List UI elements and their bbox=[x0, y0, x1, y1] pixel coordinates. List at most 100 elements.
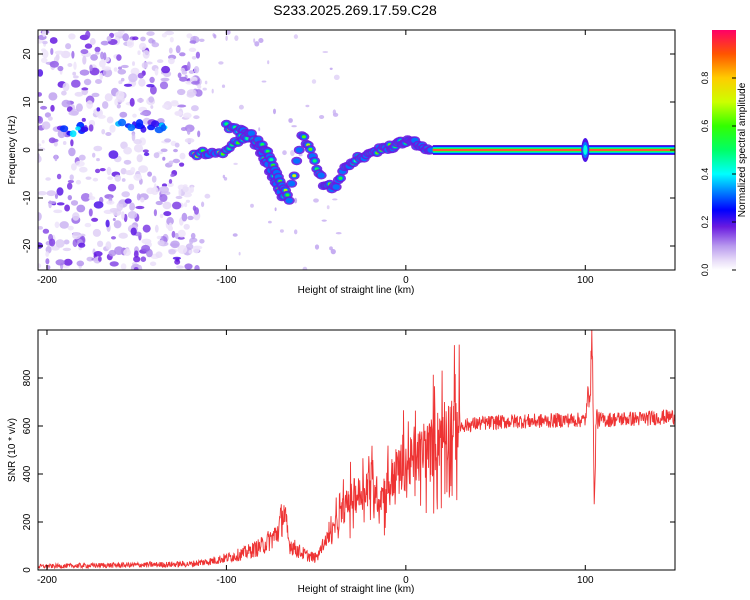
ridge-blob bbox=[312, 159, 317, 163]
noise-blob bbox=[305, 104, 310, 108]
noise-blob bbox=[59, 221, 69, 229]
noise-blob bbox=[120, 263, 127, 270]
ridge-blob bbox=[292, 174, 297, 178]
noise-blob bbox=[55, 239, 65, 248]
noise-blob bbox=[155, 200, 163, 206]
noise-blob bbox=[95, 51, 100, 55]
noise-blob bbox=[181, 212, 188, 222]
noise-blob bbox=[120, 77, 125, 82]
noise-blob bbox=[129, 202, 136, 211]
noise-blob bbox=[78, 154, 86, 161]
noise-blob bbox=[282, 150, 287, 156]
noise-blob bbox=[67, 63, 73, 67]
noise-blob bbox=[319, 115, 325, 119]
noise-blob bbox=[183, 112, 192, 119]
noise-blob bbox=[161, 33, 167, 38]
noise-blob bbox=[78, 242, 86, 248]
noise-blob bbox=[130, 227, 137, 236]
noise-blob bbox=[63, 258, 73, 266]
noise-blob bbox=[172, 201, 182, 210]
noise-blob bbox=[40, 105, 48, 110]
noise-blob bbox=[184, 263, 193, 270]
noise-blob bbox=[71, 50, 75, 59]
noise-blob bbox=[184, 202, 188, 208]
x-tick-label: -200 bbox=[37, 275, 57, 286]
noise-blob bbox=[335, 232, 342, 235]
noise-blob bbox=[332, 198, 338, 201]
noise-blob bbox=[123, 248, 131, 256]
spectrogram-x-label: Height of straight line (km) bbox=[298, 285, 415, 296]
noise-blob bbox=[128, 73, 138, 83]
noise-blob bbox=[54, 221, 60, 229]
noise-blob bbox=[112, 218, 116, 221]
noise-blob bbox=[162, 104, 169, 109]
noise-blob bbox=[120, 168, 127, 175]
noise-blob bbox=[233, 162, 238, 165]
noise-blob bbox=[274, 207, 277, 212]
noise-blob bbox=[89, 38, 96, 45]
noise-blob bbox=[177, 229, 186, 238]
noise-blob bbox=[204, 80, 208, 85]
noise-blob bbox=[49, 37, 58, 44]
colorbar-tick-label: 0.0 bbox=[700, 264, 710, 277]
noise-blob bbox=[186, 89, 197, 97]
noise-blob bbox=[133, 144, 144, 153]
noise-blob bbox=[68, 33, 76, 40]
noise-blob bbox=[189, 40, 197, 44]
noise-blob bbox=[133, 255, 141, 263]
noise-blob bbox=[168, 57, 175, 65]
noise-blob bbox=[154, 224, 159, 233]
noise-blob bbox=[105, 132, 112, 136]
noise-blob bbox=[130, 67, 140, 76]
noise-blob bbox=[48, 116, 53, 121]
noise-blob bbox=[85, 30, 91, 39]
noise-blob bbox=[76, 204, 86, 213]
noise-blob bbox=[173, 148, 178, 153]
noise-blob bbox=[142, 50, 150, 59]
noise-blob bbox=[186, 33, 193, 39]
noise-blob bbox=[213, 34, 217, 39]
noise-blob bbox=[234, 35, 239, 41]
noise-blob bbox=[132, 36, 139, 41]
noise-blob bbox=[179, 152, 186, 160]
noise-blob bbox=[103, 52, 107, 61]
noise-blob bbox=[79, 166, 88, 173]
noise-blob bbox=[311, 79, 317, 84]
noise-blob bbox=[117, 69, 127, 75]
noise-blob bbox=[109, 261, 119, 267]
snr-panel: -200 -100 0 100 0 200 400 600 800 Height of str… bbox=[7, 329, 676, 595]
noise-blob bbox=[89, 192, 93, 200]
noise-blob bbox=[133, 250, 139, 258]
ridge-blob bbox=[247, 130, 256, 137]
noise-blob bbox=[140, 197, 145, 203]
ridge-blob bbox=[317, 172, 325, 179]
noise-blob bbox=[127, 211, 138, 219]
noise-blob bbox=[192, 245, 200, 254]
noise-blob bbox=[67, 179, 74, 184]
noise-blob bbox=[105, 219, 110, 228]
carrier-peak bbox=[432, 149, 675, 151]
noise-blob bbox=[153, 209, 157, 217]
noise-blob bbox=[67, 225, 74, 231]
noise-blob bbox=[92, 228, 101, 237]
noise-blob bbox=[91, 217, 99, 222]
noise-blob bbox=[38, 191, 47, 196]
noise-blob bbox=[293, 34, 298, 39]
noise-blob bbox=[254, 41, 260, 47]
noise-blob bbox=[151, 42, 160, 48]
noise-blob bbox=[105, 209, 111, 214]
noise-blob bbox=[89, 64, 93, 72]
noise-blob bbox=[118, 232, 128, 239]
noise-blob bbox=[90, 54, 98, 61]
noise-blob bbox=[153, 183, 157, 192]
noise-blob bbox=[99, 168, 106, 172]
noise-blob bbox=[157, 118, 165, 124]
noise-blob bbox=[72, 71, 77, 76]
noise-blob bbox=[41, 139, 45, 144]
signal-cluster bbox=[75, 126, 81, 131]
noise-blob bbox=[38, 263, 42, 269]
spectrogram-y-ticks: -20 -10 0 10 20 bbox=[22, 48, 675, 253]
noise-blob bbox=[42, 40, 48, 45]
noise-blob bbox=[188, 250, 193, 254]
ridge-blob bbox=[260, 143, 265, 147]
